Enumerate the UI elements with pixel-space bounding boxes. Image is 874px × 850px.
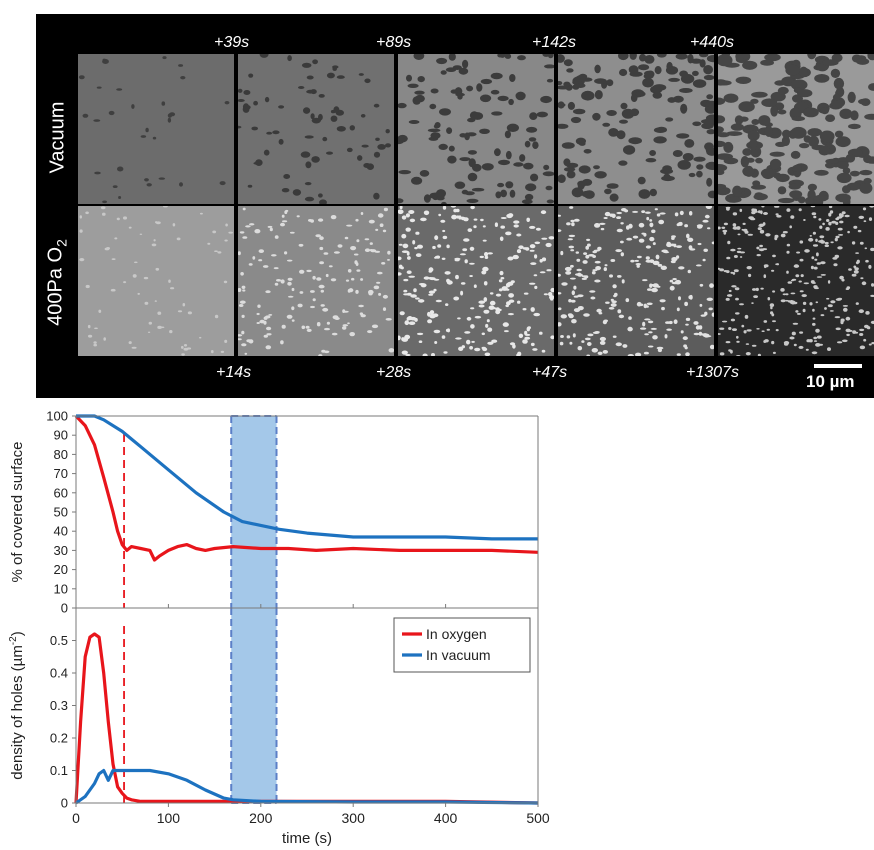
oxygen-micrograph-5	[718, 206, 874, 356]
y-tick-label-1: 90	[54, 428, 68, 443]
oxygen-micrograph-1	[78, 206, 234, 356]
bottom-time-label-3: +47s	[532, 364, 568, 381]
top-time-label-4: +440s	[690, 34, 735, 51]
oxygen-micrograph-4	[558, 206, 714, 356]
x-tick-label: 500	[526, 810, 550, 826]
row-label-oxygen-main: 400Pa O	[44, 246, 67, 326]
y-tick-label-2: 0.2	[50, 731, 68, 746]
y-tick-label-2: 0	[61, 796, 68, 811]
top-time-label-3: +142s	[532, 34, 577, 51]
y-tick-label-1: 0	[61, 601, 68, 616]
legend-box	[393, 617, 531, 673]
y-axis-label-1: % of covered surface	[9, 442, 26, 583]
legend-label-2: In vacuum	[426, 647, 491, 663]
x-tick-label: 0	[72, 810, 80, 826]
y-tick-label-2: 0.4	[50, 666, 68, 681]
y-tick-label-2: 0.1	[50, 763, 68, 778]
x-tick-label: 100	[157, 810, 181, 826]
vacuum-micrograph-2	[238, 54, 394, 204]
series-in-vacuum-panel-2	[75, 768, 539, 805]
x-axis-label: time (s)	[282, 830, 332, 847]
x-tick-label: 200	[249, 810, 273, 826]
vacuum-micrograph-1	[78, 54, 234, 204]
y-tick-label-1: 50	[54, 505, 68, 520]
y-tick-label-1: 40	[54, 524, 68, 539]
series-in-vacuum-panel-1	[76, 414, 538, 541]
y-tick-label-1: 30	[54, 543, 68, 558]
plot-area: 0 10 20 30 40 50 60 70 80 90 100 % of covered surfa…	[8, 409, 550, 848]
y-tick-label-2: 0.3	[50, 698, 68, 713]
y-tick-label-1: 60	[54, 485, 68, 500]
top-time-label-1: +39s	[214, 34, 250, 51]
oxygen-micrograph-3	[398, 206, 554, 356]
y-axis-label-2: density of holes (µm-2)	[8, 631, 26, 779]
series-in-oxygen-panel-1	[74, 414, 539, 562]
y-tick-label-1: 10	[54, 581, 68, 596]
micrograph-panel: +39s +89s +142s +440s +14s +28s +47s +13…	[36, 14, 874, 398]
row-label-vacuum: Vacuum	[46, 101, 69, 174]
y-tick-label-1: 80	[54, 447, 68, 462]
y-tick-label-1: 70	[54, 466, 68, 481]
y-tick-label-1: 100	[46, 409, 68, 424]
y-tick-label-1: 20	[54, 562, 68, 577]
vacuum-micrograph-4	[558, 54, 714, 204]
vacuum-micrograph-3	[398, 54, 554, 204]
y-tick-label-2: 0.5	[50, 633, 68, 648]
oxygen-micrograph-2	[238, 206, 394, 356]
row-label-oxygen: 400Pa O2	[45, 220, 70, 346]
scale-bar-label: 10 µm	[806, 372, 855, 391]
top-time-label-2: +89s	[376, 34, 412, 51]
x-tick-label: 400	[434, 810, 458, 826]
highlight-band-1	[231, 416, 277, 608]
legend-label-1: In oxygen	[426, 626, 487, 642]
highlight-band-2	[231, 608, 277, 803]
bottom-time-label-2: +28s	[376, 364, 412, 381]
bottom-time-label-4: +1307s	[686, 364, 739, 381]
x-tick-label: 300	[342, 810, 366, 826]
row-label-oxygen-sub: 2	[53, 239, 70, 247]
scale-bar	[814, 364, 862, 368]
bottom-time-label-1: +14s	[216, 364, 252, 381]
vacuum-micrograph-5	[718, 54, 874, 204]
